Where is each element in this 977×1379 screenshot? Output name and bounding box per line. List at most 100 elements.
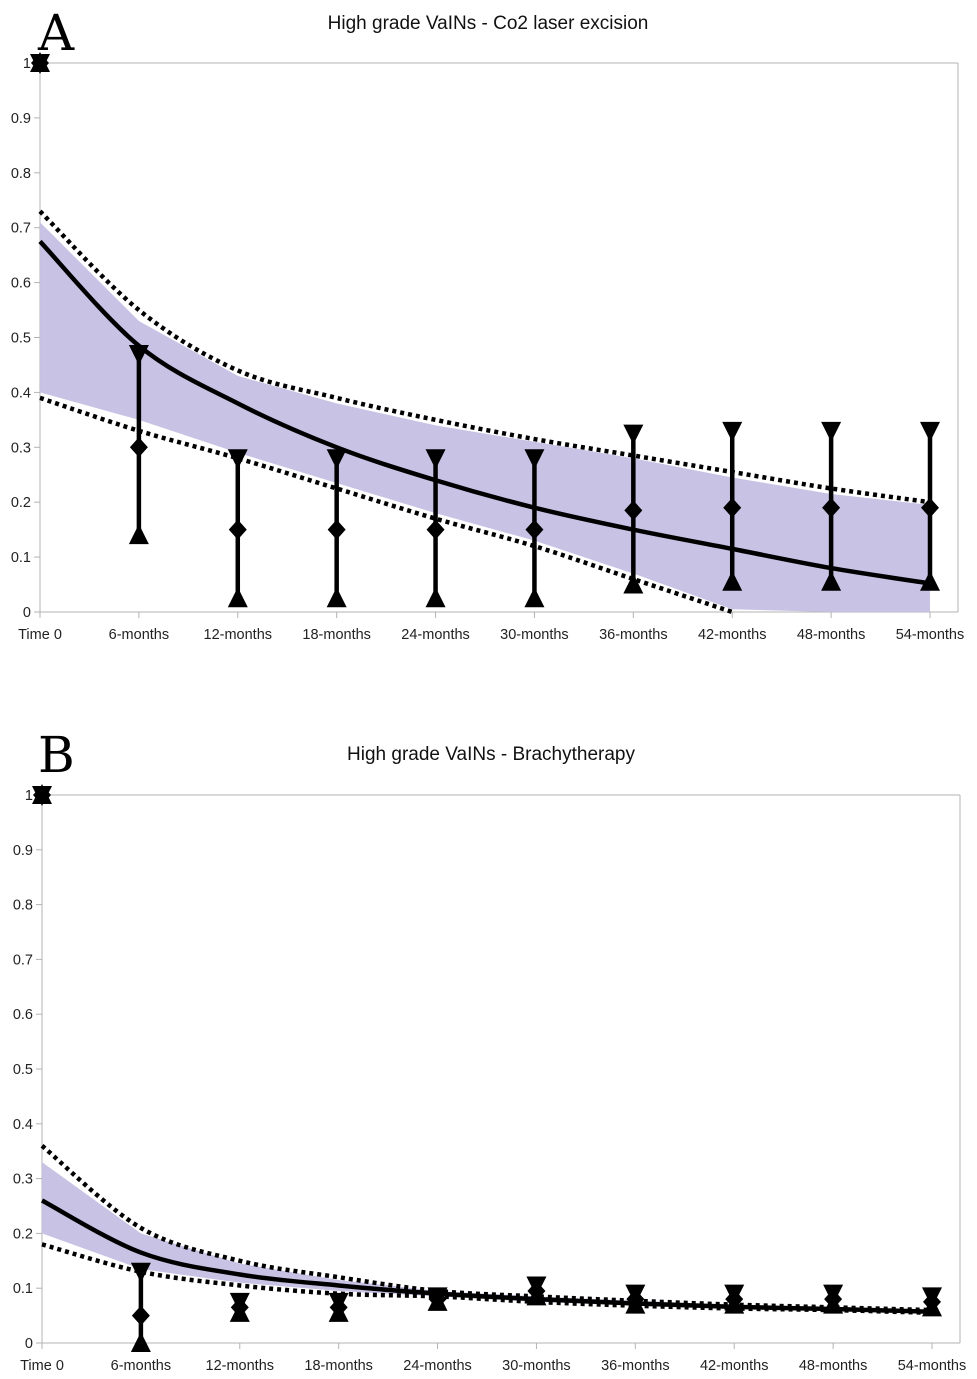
error-bar-upper-cap <box>821 421 842 442</box>
error-bar-lower-cap <box>128 524 149 545</box>
y-tick-label: 0.8 <box>13 898 33 914</box>
error-bar-upper-cap <box>623 424 644 445</box>
data-point-diamond <box>230 1297 249 1318</box>
x-tick-label: Time 0 <box>18 627 62 643</box>
observed-point <box>625 1284 646 1314</box>
x-tick-label: 18-months <box>302 627 371 643</box>
y-tick-label: 0.6 <box>13 1007 33 1023</box>
data-point-diamond <box>428 1289 447 1310</box>
panel-letter-a: A <box>37 4 75 62</box>
y-tick-label: 0.3 <box>13 1172 33 1188</box>
observed-point <box>823 1284 844 1314</box>
y-tick-label: 0.5 <box>11 331 31 347</box>
x-tick-label: 48-months <box>799 1358 868 1374</box>
x-tick-label: 36-months <box>601 1358 670 1374</box>
data-point-diamond <box>626 1289 645 1310</box>
error-bar-lower-cap <box>227 587 248 608</box>
x-tick-label: 36-months <box>599 627 668 643</box>
observed-point <box>326 449 347 608</box>
y-tick-label: 0 <box>25 1336 33 1352</box>
x-tick-label: 30-months <box>502 1358 571 1374</box>
chart-title-a: High grade VaINs - Co2 laser excision <box>328 13 649 34</box>
x-tick-label: 12-months <box>206 1358 275 1374</box>
x-tick-label: 54-months <box>898 1358 967 1374</box>
y-tick-label: 0.3 <box>11 440 31 456</box>
observed-point <box>328 1292 349 1322</box>
x-tick-label: 30-months <box>500 627 569 643</box>
observed-point <box>526 1276 547 1306</box>
x-tick-label: 48-months <box>797 627 866 643</box>
error-bar-upper-cap <box>722 421 743 442</box>
error-bar-upper-cap <box>326 449 347 470</box>
y-tick-label: 0.4 <box>11 385 31 401</box>
observed-point <box>30 52 50 74</box>
x-tick-label: 42-months <box>700 1358 769 1374</box>
observed-point <box>227 449 248 608</box>
observed-point <box>623 424 644 594</box>
data-point-diamond <box>31 53 49 73</box>
x-tick-label: 18-months <box>304 1358 373 1374</box>
observed-point <box>722 421 743 591</box>
x-tick-label: Time 0 <box>20 1358 64 1374</box>
x-tick-label: 6-months <box>109 627 169 643</box>
observed-point <box>425 449 446 608</box>
observed-point <box>724 1284 745 1314</box>
chart-title-b: High grade VaINs - Brachytherapy <box>347 744 635 765</box>
y-tick-label: 0 <box>23 605 31 621</box>
observed-point <box>821 421 842 591</box>
y-tick-label: 0.4 <box>13 1117 33 1133</box>
y-tick-label: 0.2 <box>11 495 31 511</box>
observed-point <box>922 1287 942 1317</box>
data-point-diamond <box>921 497 939 518</box>
fitted-curve <box>38 239 931 586</box>
data-point-diamond <box>426 519 445 540</box>
data-point-diamond <box>824 1289 843 1310</box>
y-tick-label: 0.7 <box>13 952 33 968</box>
x-tick-label: 12-months <box>204 627 273 643</box>
confidence-band <box>42 1162 932 1313</box>
data-point-diamond <box>228 519 247 540</box>
ci-upper-line <box>40 1143 933 1313</box>
data-point-diamond <box>131 1305 150 1326</box>
data-point-diamond <box>923 1291 941 1312</box>
y-tick-label: 0.1 <box>13 1281 33 1297</box>
data-point-diamond <box>329 1297 348 1318</box>
x-tick-label: 42-months <box>698 627 767 643</box>
plot-area-a: 0 0.1 0.2 0.3 0.4 0.5 0.6 0.7 0.8 0.9 1 Time 0 6-mon… <box>11 52 964 643</box>
y-tick-label: 0.9 <box>11 111 31 127</box>
data-point-diamond <box>527 1280 546 1301</box>
panel-letter-b: B <box>38 726 75 784</box>
y-tick-label: 0.9 <box>13 843 33 859</box>
data-point-diamond <box>725 1289 744 1310</box>
x-tick-label: 24-months <box>401 627 470 643</box>
observed-point <box>32 784 52 806</box>
confidence-band <box>40 222 930 612</box>
data-point-diamond <box>822 497 841 518</box>
error-bar-lower-cap <box>920 570 940 591</box>
observed-point <box>130 1262 151 1352</box>
y-tick-label: 0.5 <box>13 1062 33 1078</box>
x-tick-label: 54-months <box>896 627 965 643</box>
error-bar-lower-cap <box>425 587 446 608</box>
data-point-diamond <box>723 497 742 518</box>
error-bar-lower-cap <box>623 573 644 594</box>
plot-area-b: 0 0.1 0.2 0.3 0.4 0.5 0.6 0.7 0.8 0.9 1 Time 0 6-mon… <box>13 784 966 1374</box>
panel-a: A High grade VaINs - Co2 laser excision … <box>11 4 964 643</box>
observed-point <box>128 344 149 545</box>
data-point-diamond <box>327 519 346 540</box>
data-point-diamond <box>525 519 544 540</box>
error-bar-lower-cap <box>130 1332 151 1352</box>
y-tick-label: 0.8 <box>11 166 31 182</box>
fitted-curve <box>40 1198 933 1315</box>
ci-upper-line <box>38 209 931 505</box>
observed-point <box>524 449 545 608</box>
error-bar-upper-cap <box>425 449 446 470</box>
error-bar-lower-cap <box>821 570 842 591</box>
y-tick-label: 1 <box>23 56 31 72</box>
observed-point <box>427 1287 448 1311</box>
data-point-diamond <box>129 437 148 458</box>
ci-lower-line <box>39 395 733 615</box>
x-tick-label: 6-months <box>111 1358 171 1374</box>
error-bar-upper-cap <box>524 449 545 470</box>
